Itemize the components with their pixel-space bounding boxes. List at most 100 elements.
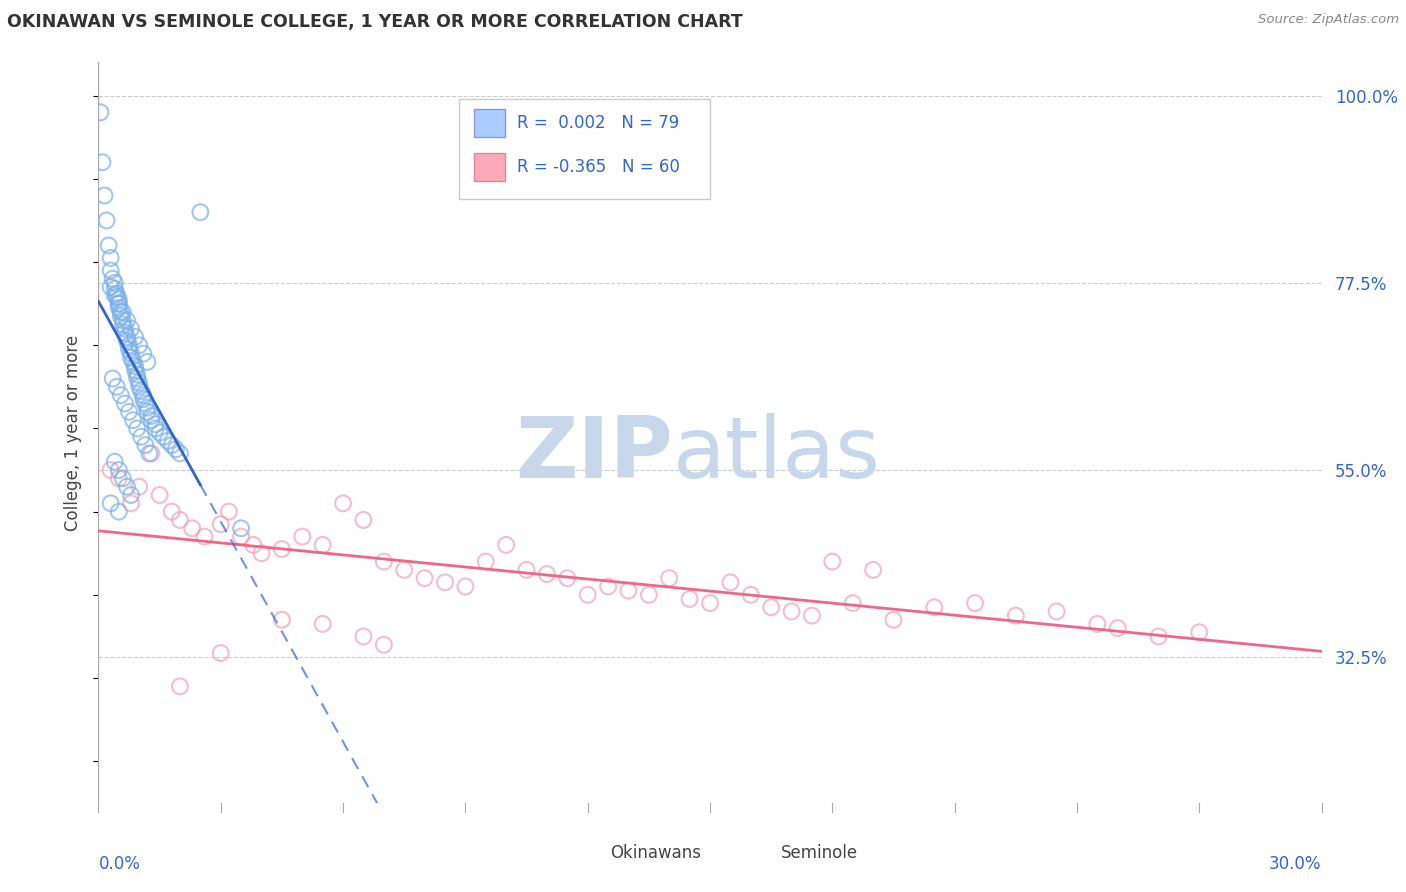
Point [134, 438, 156, 452]
Point [132, 388, 155, 402]
Point [127, 421, 149, 435]
Point [160, 505, 183, 519]
Point [114, 396, 136, 410]
Point [270, 542, 294, 557]
Point [1107, 621, 1129, 635]
Point [127, 371, 149, 385]
Point [136, 401, 159, 415]
Text: 0.0%: 0.0% [98, 855, 141, 872]
Point [373, 555, 395, 569]
Point [156, 434, 179, 448]
Point [242, 538, 264, 552]
Point [454, 580, 477, 594]
Point [270, 613, 294, 627]
Point [312, 616, 335, 631]
Point [759, 600, 782, 615]
Point [495, 538, 517, 552]
Point [536, 567, 558, 582]
Point [250, 546, 273, 560]
Point [141, 413, 163, 427]
Point [596, 580, 619, 594]
Point [169, 513, 191, 527]
Point [110, 309, 132, 323]
Point [118, 405, 141, 419]
Point [132, 346, 155, 360]
Text: atlas: atlas [673, 413, 882, 496]
Point [100, 280, 122, 294]
Point [149, 425, 172, 440]
Point [352, 629, 374, 643]
Point [576, 588, 599, 602]
Point [101, 271, 124, 285]
Point [115, 330, 138, 344]
Point [108, 296, 131, 310]
Point [110, 388, 132, 402]
Text: 30.0%: 30.0% [1270, 855, 1322, 872]
Point [105, 380, 128, 394]
Point [100, 263, 122, 277]
Point [108, 296, 131, 310]
Point [658, 571, 681, 585]
Point [1188, 625, 1211, 640]
Point [108, 293, 131, 307]
Point [104, 276, 127, 290]
Point [118, 343, 141, 357]
Point [120, 488, 142, 502]
Point [111, 313, 134, 327]
Point [193, 530, 215, 544]
Point [136, 405, 159, 419]
Point [115, 313, 138, 327]
Text: R = -0.365   N = 60: R = -0.365 N = 60 [517, 159, 679, 177]
Point [111, 318, 134, 332]
Point [114, 326, 136, 340]
Point [118, 338, 141, 352]
Point [104, 288, 127, 302]
Point [231, 530, 253, 544]
Point [516, 563, 538, 577]
Point [149, 488, 172, 502]
Point [679, 592, 702, 607]
Point [1045, 605, 1069, 619]
Point [100, 463, 122, 477]
FancyBboxPatch shape [474, 110, 505, 137]
FancyBboxPatch shape [747, 842, 773, 864]
Point [145, 421, 167, 435]
Point [100, 251, 122, 265]
Point [141, 446, 163, 460]
Point [89, 105, 111, 120]
Point [413, 571, 436, 585]
Point [209, 517, 232, 532]
Point [392, 563, 416, 577]
Point [122, 413, 145, 427]
Point [169, 446, 191, 460]
Point [124, 363, 146, 377]
Point [617, 583, 640, 598]
Point [637, 588, 661, 602]
Point [105, 290, 128, 304]
Point [138, 446, 160, 460]
Point [115, 334, 138, 348]
Point [231, 521, 253, 535]
Point [169, 679, 191, 693]
Point [965, 596, 987, 610]
Point [181, 521, 204, 535]
Point [862, 563, 884, 577]
Point [122, 355, 145, 369]
Point [136, 355, 159, 369]
Point [124, 359, 146, 373]
Point [141, 409, 163, 423]
Point [699, 596, 721, 610]
Point [124, 330, 146, 344]
Point [96, 213, 118, 227]
Point [105, 286, 128, 301]
Point [188, 205, 212, 219]
Point [1085, 616, 1108, 631]
Point [218, 505, 240, 519]
Point [129, 430, 152, 444]
Point [160, 438, 183, 452]
Point [104, 455, 127, 469]
Text: Seminole: Seminole [780, 844, 858, 863]
Point [129, 384, 152, 398]
Text: Okinawans: Okinawans [610, 844, 700, 863]
Point [841, 596, 863, 610]
